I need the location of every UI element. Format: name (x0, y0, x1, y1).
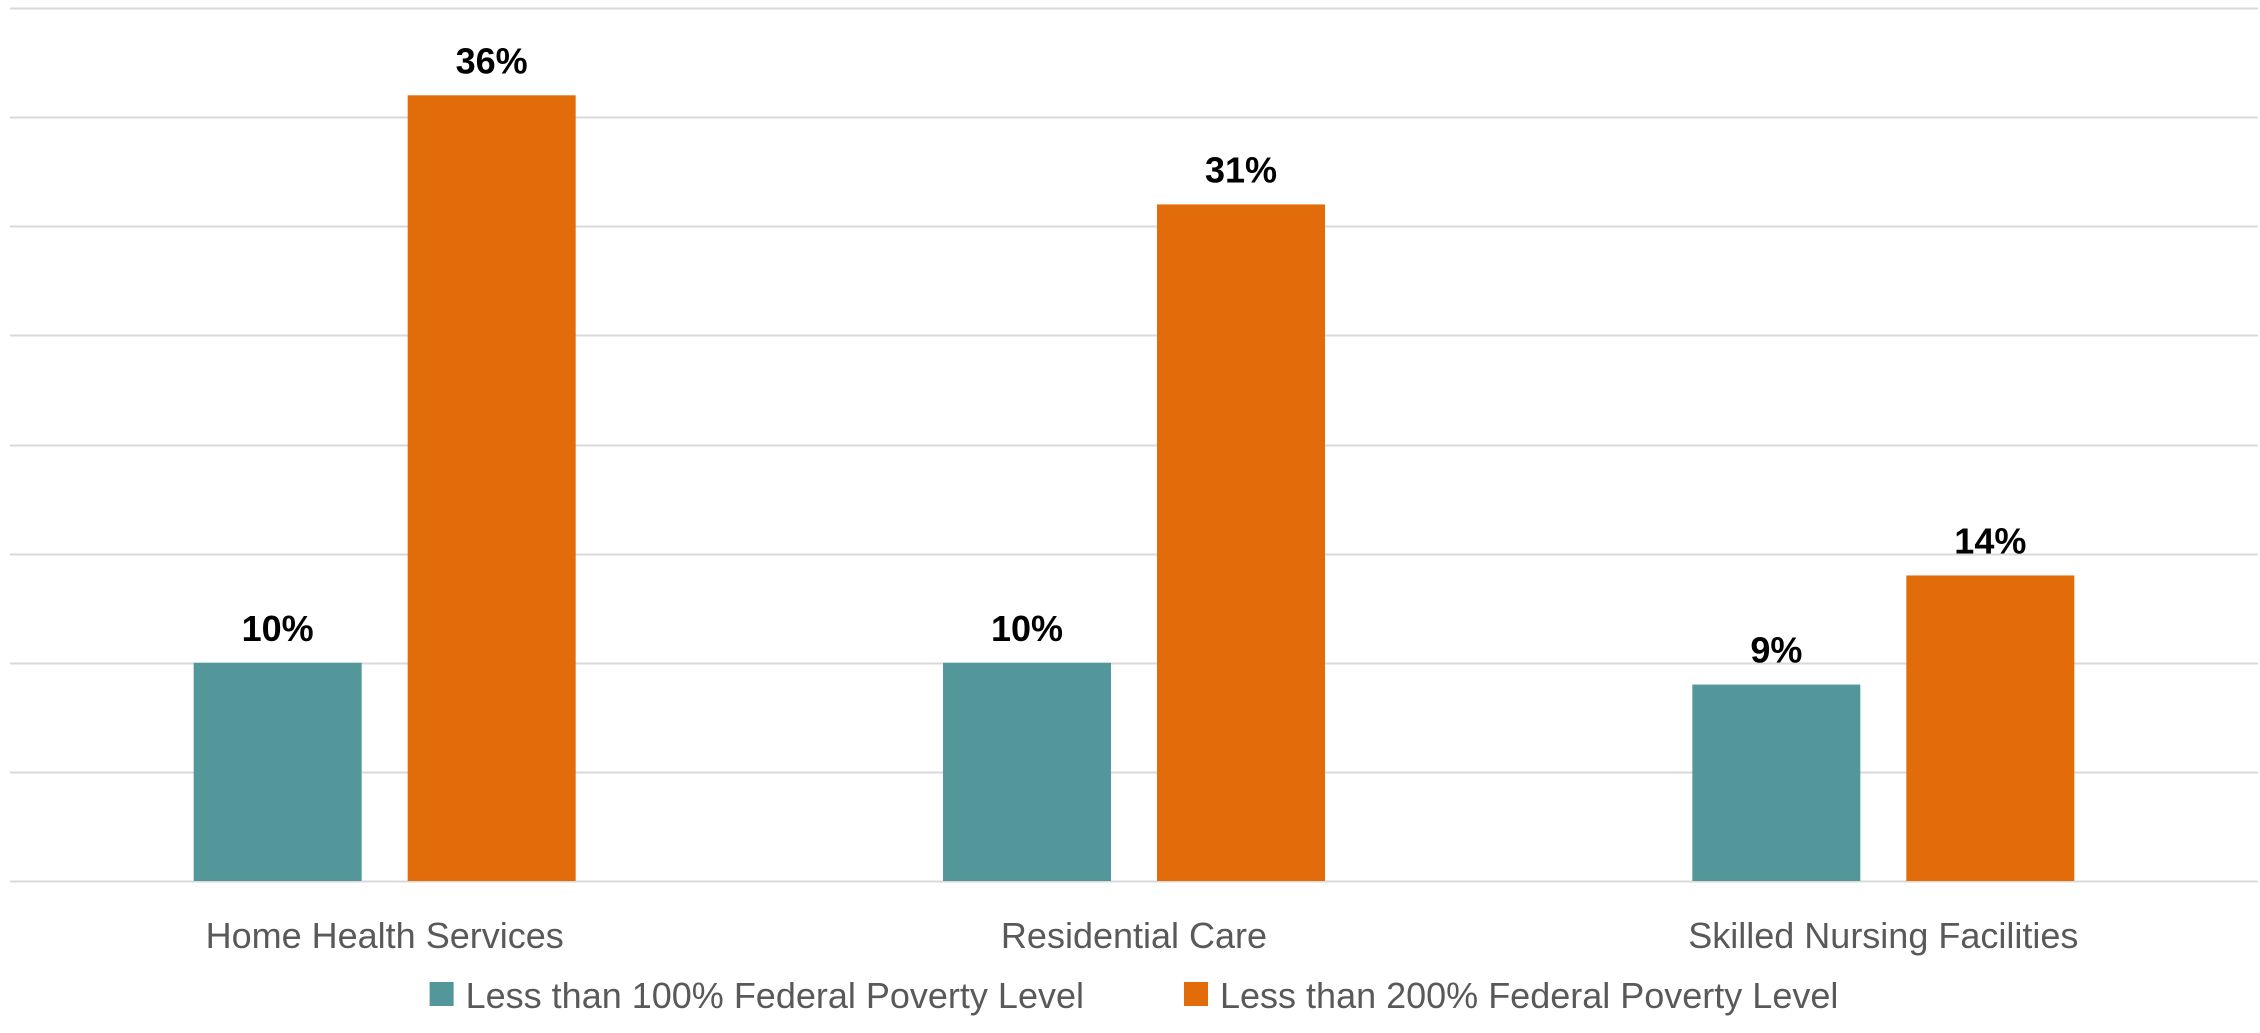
bar-series-1-category-1 (193, 662, 362, 881)
category-axis-labels: Home Health Services Residential Care Skil… (206, 915, 2079, 956)
bar-series-2-category-3 (1906, 575, 2075, 881)
category-label: Residential Care (1001, 915, 1267, 956)
legend-label-series-2: Less than 200% Federal Poverty Level (1220, 975, 1838, 1016)
legend: Less than 100% Federal Poverty Level Less… (429, 975, 1838, 1016)
category-label: Skilled Nursing Facilities (1688, 915, 2078, 956)
bar-series-2-category-1 (407, 95, 576, 882)
data-label-series-1-category-1: 10% (242, 608, 314, 649)
data-label-series-1-category-3: 9% (1750, 630, 1802, 671)
category-label: Home Health Services (206, 915, 564, 956)
legend-label-series-1: Less than 100% Federal Poverty Level (466, 975, 1084, 1016)
bar-series-1-category-2 (943, 662, 1111, 881)
legend-swatch-series-2 (1184, 982, 1208, 1006)
bar-series-2-category-2 (1157, 204, 1325, 882)
bars (193, 95, 2075, 882)
data-label-series-2-category-2: 31% (1205, 149, 1277, 190)
data-label-series-2-category-1: 36% (456, 40, 528, 81)
data-label-series-1-category-2: 10% (991, 608, 1063, 649)
data-labels: 10% 36% 10% 31% 9% 14% (242, 40, 2027, 670)
bar-series-1-category-3 (1692, 684, 1861, 881)
gridlines (10, 7, 2258, 883)
data-label-series-2-category-3: 14% (1954, 520, 2026, 561)
legend-swatch-series-1 (429, 982, 454, 1006)
